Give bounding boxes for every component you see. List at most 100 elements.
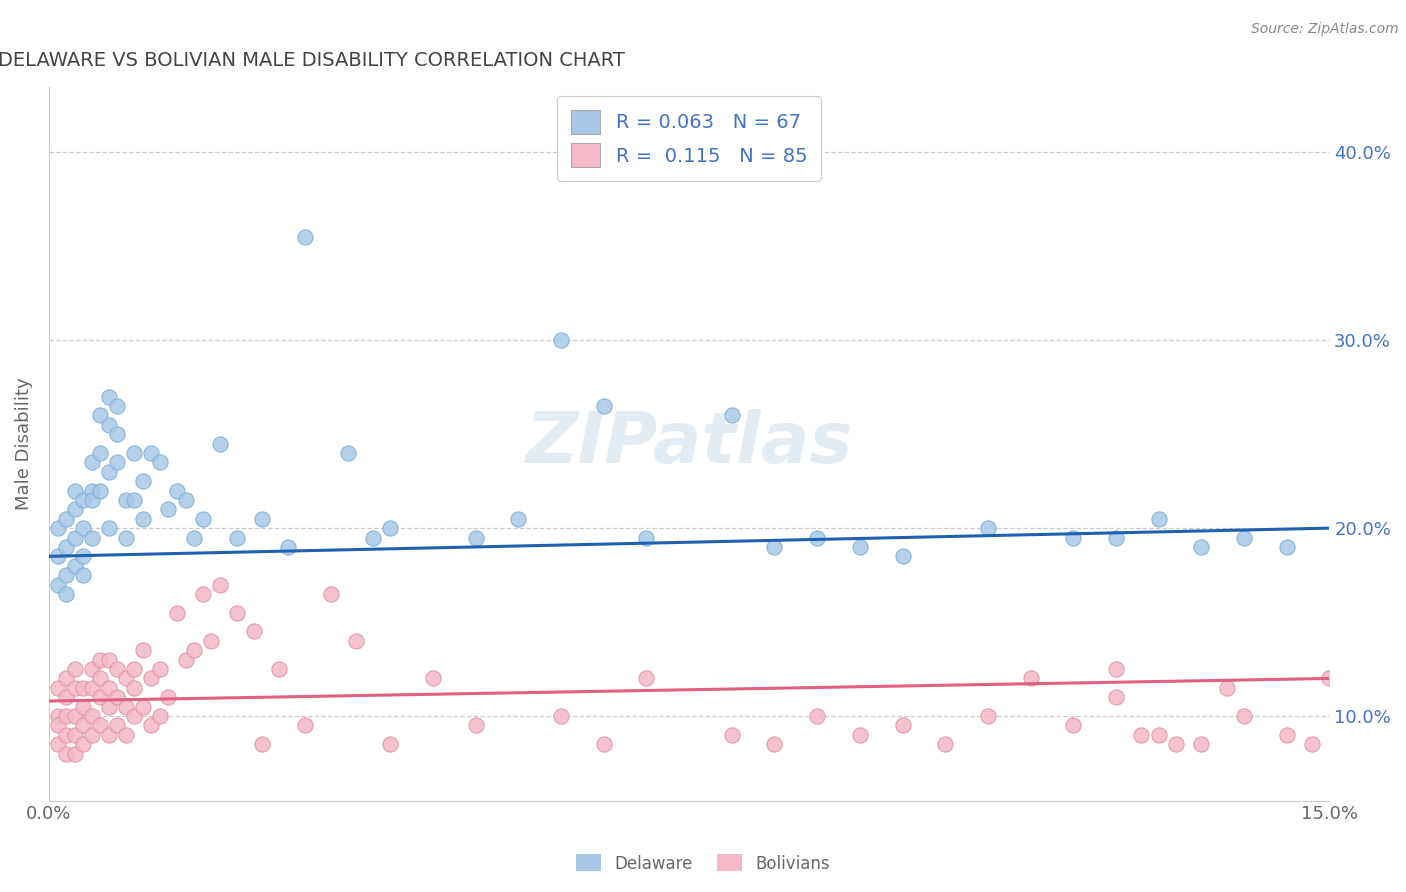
Point [114,728,136,742]
Point [114,492,136,507]
Point [1189,540,1212,554]
Point [592,737,614,751]
Point [1147,728,1170,742]
Point [1062,531,1084,545]
Point [891,549,914,564]
Point [1275,540,1298,554]
Point [105,399,128,413]
Point [977,521,1000,535]
Point [124,709,146,723]
Point [200,633,222,648]
Point [63,728,86,742]
Point [63,531,86,545]
Point [1105,531,1128,545]
Point [46,681,69,695]
Point [63,662,86,676]
Point [636,672,658,686]
Point [63,502,86,516]
Text: ZIPatlas: ZIPatlas [526,409,853,478]
Point [55,709,77,723]
Point [174,653,197,667]
Point [80,492,103,507]
Point [55,747,77,761]
Point [80,483,103,498]
Point [157,690,180,705]
Point [72,492,94,507]
Point [132,474,155,488]
Point [763,737,786,751]
Point [89,446,111,460]
Point [174,492,197,507]
Point [319,587,342,601]
Point [80,709,103,723]
Point [1275,728,1298,742]
Point [252,737,274,751]
Point [191,512,214,526]
Point [80,662,103,676]
Point [1216,681,1239,695]
Point [1164,737,1187,751]
Point [166,606,188,620]
Point [132,699,155,714]
Point [806,531,828,545]
Point [72,699,94,714]
Point [183,531,205,545]
Point [55,690,77,705]
Point [225,606,247,620]
Point [97,417,120,432]
Point [72,718,94,732]
Point [46,577,69,591]
Text: Source: ZipAtlas.com: Source: ZipAtlas.com [1251,22,1399,37]
Point [243,624,266,639]
Point [46,549,69,564]
Point [105,662,128,676]
Point [380,521,402,535]
Point [166,483,188,498]
Point [105,718,128,732]
Point [1130,728,1153,742]
Point [849,540,872,554]
Point [89,718,111,732]
Point [114,699,136,714]
Point [124,492,146,507]
Point [97,681,120,695]
Point [550,333,572,347]
Point [63,709,86,723]
Point [89,672,111,686]
Point [1233,531,1256,545]
Point [592,399,614,413]
Point [720,728,742,742]
Point [344,633,367,648]
Point [89,483,111,498]
Legend: Delaware, Bolivians: Delaware, Bolivians [569,847,837,880]
Point [63,681,86,695]
Point [46,709,69,723]
Point [80,681,103,695]
Point [46,718,69,732]
Point [763,540,786,554]
Point [89,690,111,705]
Point [508,512,530,526]
Point [80,455,103,469]
Y-axis label: Male Disability: Male Disability [15,377,32,510]
Point [806,709,828,723]
Point [934,737,956,751]
Legend: R = 0.063   N = 67, R =  0.115   N = 85: R = 0.063 N = 67, R = 0.115 N = 85 [557,96,821,180]
Point [363,531,385,545]
Point [1233,709,1256,723]
Point [105,455,128,469]
Point [132,512,155,526]
Point [1147,512,1170,526]
Point [191,587,214,601]
Point [1019,672,1042,686]
Point [141,718,163,732]
Point [63,747,86,761]
Point [124,662,146,676]
Point [294,230,316,244]
Point [55,540,77,554]
Point [97,521,120,535]
Point [636,531,658,545]
Point [252,512,274,526]
Point [105,427,128,442]
Point [277,540,299,554]
